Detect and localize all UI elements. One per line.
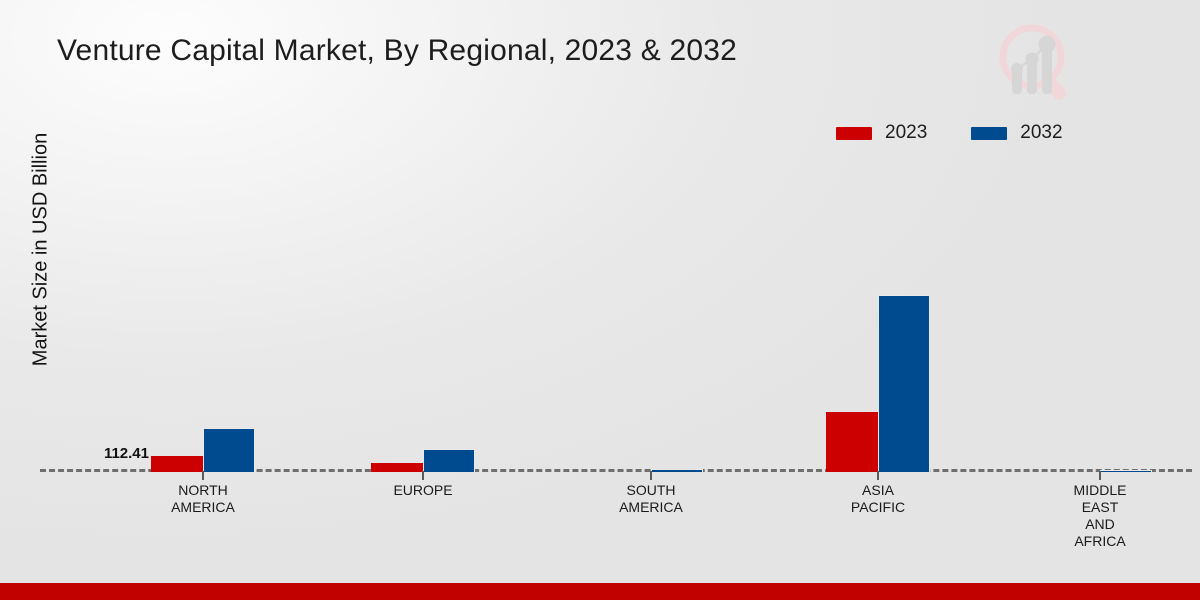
legend-label-2023: 2023 — [885, 122, 928, 143]
legend-item-2023[interactable]: 2023 — [836, 122, 927, 144]
footer-accent-bar — [0, 583, 1200, 600]
bar-2023-asia-pacific[interactable] — [826, 412, 878, 472]
x-axis-baseline — [40, 469, 1192, 472]
category-label-north-america: NORTH AMERICA — [171, 482, 235, 515]
plot-area: 112.41 NORTH AMERICA EUROPE SOUTH AMERIC… — [40, 150, 1200, 549]
bar-2023-europe[interactable] — [371, 463, 423, 472]
bar-group-europe: EUROPE — [370, 150, 476, 498]
legend-label-2032: 2032 — [1020, 122, 1063, 143]
axis-tick-middle-east-and-africa — [1099, 471, 1101, 480]
axis-tick-north-america — [202, 471, 204, 480]
axis-tick-asia-pacific — [877, 471, 879, 480]
bar-group-middle-east-and-africa: MIDDLE EAST AND AFRICA — [1047, 150, 1153, 549]
bar-chart-icon — [1011, 35, 1056, 94]
bar-2032-middle-east-and-africa[interactable] — [1100, 470, 1152, 472]
axis-tick-south-america — [650, 471, 652, 480]
bar-group-south-america: SOUTH AMERICA — [598, 150, 704, 515]
legend-item-2032[interactable]: 2032 — [971, 122, 1063, 144]
category-label-europe: EUROPE — [393, 482, 453, 498]
bar-group-north-america: 112.41 NORTH AMERICA — [104, 150, 256, 515]
magnifier-icon — [999, 24, 1067, 100]
market-research-future-logo-watermark — [988, 16, 1080, 108]
legend-swatch-2023 — [836, 126, 872, 140]
category-label-south-america: SOUTH AMERICA — [619, 482, 683, 515]
bar-value-north-america-2023: 112.41 — [103, 445, 149, 462]
category-label-asia-pacific: ASIA PACIFIC — [850, 482, 906, 515]
bar-2032-europe[interactable] — [423, 449, 475, 472]
bar-2032-south-america[interactable] — [651, 469, 703, 472]
bar-2032-asia-pacific[interactable] — [878, 295, 930, 472]
legend-swatch-2032 — [971, 126, 1008, 140]
category-label-middle-east-and-africa: MIDDLE EAST AND AFRICA — [1073, 482, 1127, 549]
chart-legend: 2023 2032 — [836, 122, 1063, 144]
bar-2023-north-america[interactable]: 112.41 — [104, 445, 203, 472]
axis-tick-europe — [422, 471, 424, 480]
bar-group-asia-pacific: ASIA PACIFIC — [825, 150, 931, 515]
chart-title: Venture Capital Market, By Regional, 202… — [57, 34, 738, 67]
bar-2032-north-america[interactable] — [203, 428, 255, 472]
